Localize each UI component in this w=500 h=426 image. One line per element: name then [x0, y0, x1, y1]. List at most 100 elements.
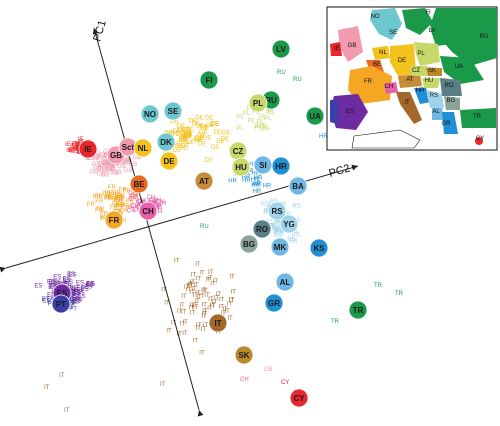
sample-point: ES	[67, 286, 75, 292]
sample-point: IT	[177, 309, 183, 315]
sample-point: ES	[70, 288, 78, 294]
sample-point: IT	[210, 303, 216, 309]
sample-point: DE	[211, 145, 219, 151]
sample-point: DE	[177, 124, 185, 130]
pc2-axis-label: PC2	[328, 162, 352, 179]
sample-point: IT	[222, 307, 228, 313]
sample-point: CH	[130, 204, 139, 210]
sample-point: ES	[68, 289, 76, 295]
sample-point: IT	[174, 259, 180, 265]
map-label-nl: NL	[379, 50, 387, 56]
centroid-label: UA	[309, 112, 321, 121]
sample-point: IT	[201, 327, 207, 333]
sample-point: IE	[75, 147, 81, 153]
centroid-label: TR	[353, 306, 364, 315]
sample-point: PT	[69, 306, 77, 312]
sample-point: IT	[203, 323, 209, 329]
sample-point: FR	[117, 201, 126, 207]
sample-point: ES	[76, 281, 84, 287]
centroid-label: RU	[265, 96, 277, 105]
sample-point: DE	[211, 122, 219, 128]
sample-point: ES	[71, 299, 79, 305]
sample-point: ES	[74, 290, 82, 296]
sample-point: IT	[219, 305, 225, 311]
sample-point: HR	[228, 179, 237, 185]
sample-point: ES	[68, 273, 76, 279]
sample-point: PL	[264, 116, 272, 122]
centroid-circle	[163, 101, 183, 121]
sample-point: PT	[47, 299, 55, 305]
sample-point: FR	[104, 196, 113, 202]
sample-point: HR	[263, 184, 272, 190]
sample-point: IT	[181, 294, 187, 300]
sample-point: CY	[281, 380, 289, 386]
sample-point: RU	[277, 70, 286, 76]
sample-point: PT	[67, 303, 75, 309]
sample-point: IE	[73, 146, 79, 152]
sample-point: IT	[64, 408, 70, 414]
centroid-be: BE	[129, 174, 149, 194]
sample-point: PL	[248, 118, 256, 124]
centroid-label: BE	[133, 180, 145, 189]
sample-point: IT	[219, 298, 225, 304]
sample-point: ES	[81, 287, 89, 293]
sample-point: IT	[199, 271, 205, 277]
sample-point: FR	[96, 207, 105, 213]
map-country-labels: NO FI SE GB IE NL DE PL BE CZ SK UA FR AT HU CH RO HR RS BG…	[334, 10, 488, 142]
centroid-ro: RO	[252, 219, 272, 239]
sample-point: PL	[266, 110, 274, 116]
sample-point: DE	[211, 121, 219, 127]
sample-point: ES	[73, 299, 81, 305]
centroid-circle	[140, 104, 160, 124]
sample-point: ES	[72, 290, 80, 296]
centroid-hr: HR	[271, 156, 291, 176]
sample-point: ES	[75, 297, 83, 303]
centroid-circle	[275, 272, 295, 292]
sample-point: IE	[68, 148, 74, 154]
sample-point: ES	[84, 285, 92, 291]
sample-point: IT	[195, 262, 201, 268]
sample-point: IT	[221, 311, 227, 317]
centroid-label: CH	[142, 207, 154, 216]
sample-point: IT	[216, 292, 222, 298]
sample-point: GB	[264, 367, 273, 373]
map-label-hr: HR	[416, 88, 425, 94]
centroid-no: NO	[140, 104, 160, 124]
map-label-no: NO	[371, 14, 380, 20]
centroid-circle	[199, 70, 219, 90]
sample-point: ES	[77, 286, 85, 292]
centroid-label: FR	[109, 216, 120, 225]
sample-point: ES	[50, 284, 58, 290]
sample-point: IT	[208, 270, 214, 276]
sample-point: ES	[63, 278, 71, 284]
centroid-ua: UA	[305, 106, 325, 126]
centroid-circle	[133, 138, 153, 158]
sample-point: ES	[69, 294, 77, 300]
map-label-sk: SK	[428, 68, 436, 74]
sample-point: HR	[319, 134, 328, 140]
sample-point: PL	[236, 126, 244, 132]
sample-point: ES	[42, 299, 50, 305]
sample-point: IT	[227, 316, 233, 322]
centroid-fi: FI	[199, 70, 219, 90]
sample-point: IE	[76, 150, 82, 156]
sample-point: IE	[85, 155, 91, 161]
sample-point: PL	[247, 106, 255, 112]
centroid-sk: SK	[234, 345, 254, 365]
sample-point: CH	[156, 199, 165, 205]
centroid-circle	[78, 139, 98, 159]
centroid-mk: MK	[270, 237, 290, 257]
centroid-label: NO	[144, 110, 156, 119]
centroid-pt: PT	[51, 294, 71, 314]
sample-point: IT	[182, 331, 188, 337]
sample-point: CH	[128, 196, 137, 202]
sample-point: ES	[73, 298, 81, 304]
map-label-gr: GR	[442, 121, 452, 127]
map-label-bg: BG	[447, 98, 456, 104]
map-label-es: ES	[346, 109, 354, 115]
centroid-label: HR	[275, 162, 287, 171]
sample-point: IE	[72, 148, 78, 154]
sample-point: TR	[395, 291, 404, 297]
map-label-fi: FI	[425, 10, 431, 16]
sample-point: RS	[287, 237, 295, 243]
